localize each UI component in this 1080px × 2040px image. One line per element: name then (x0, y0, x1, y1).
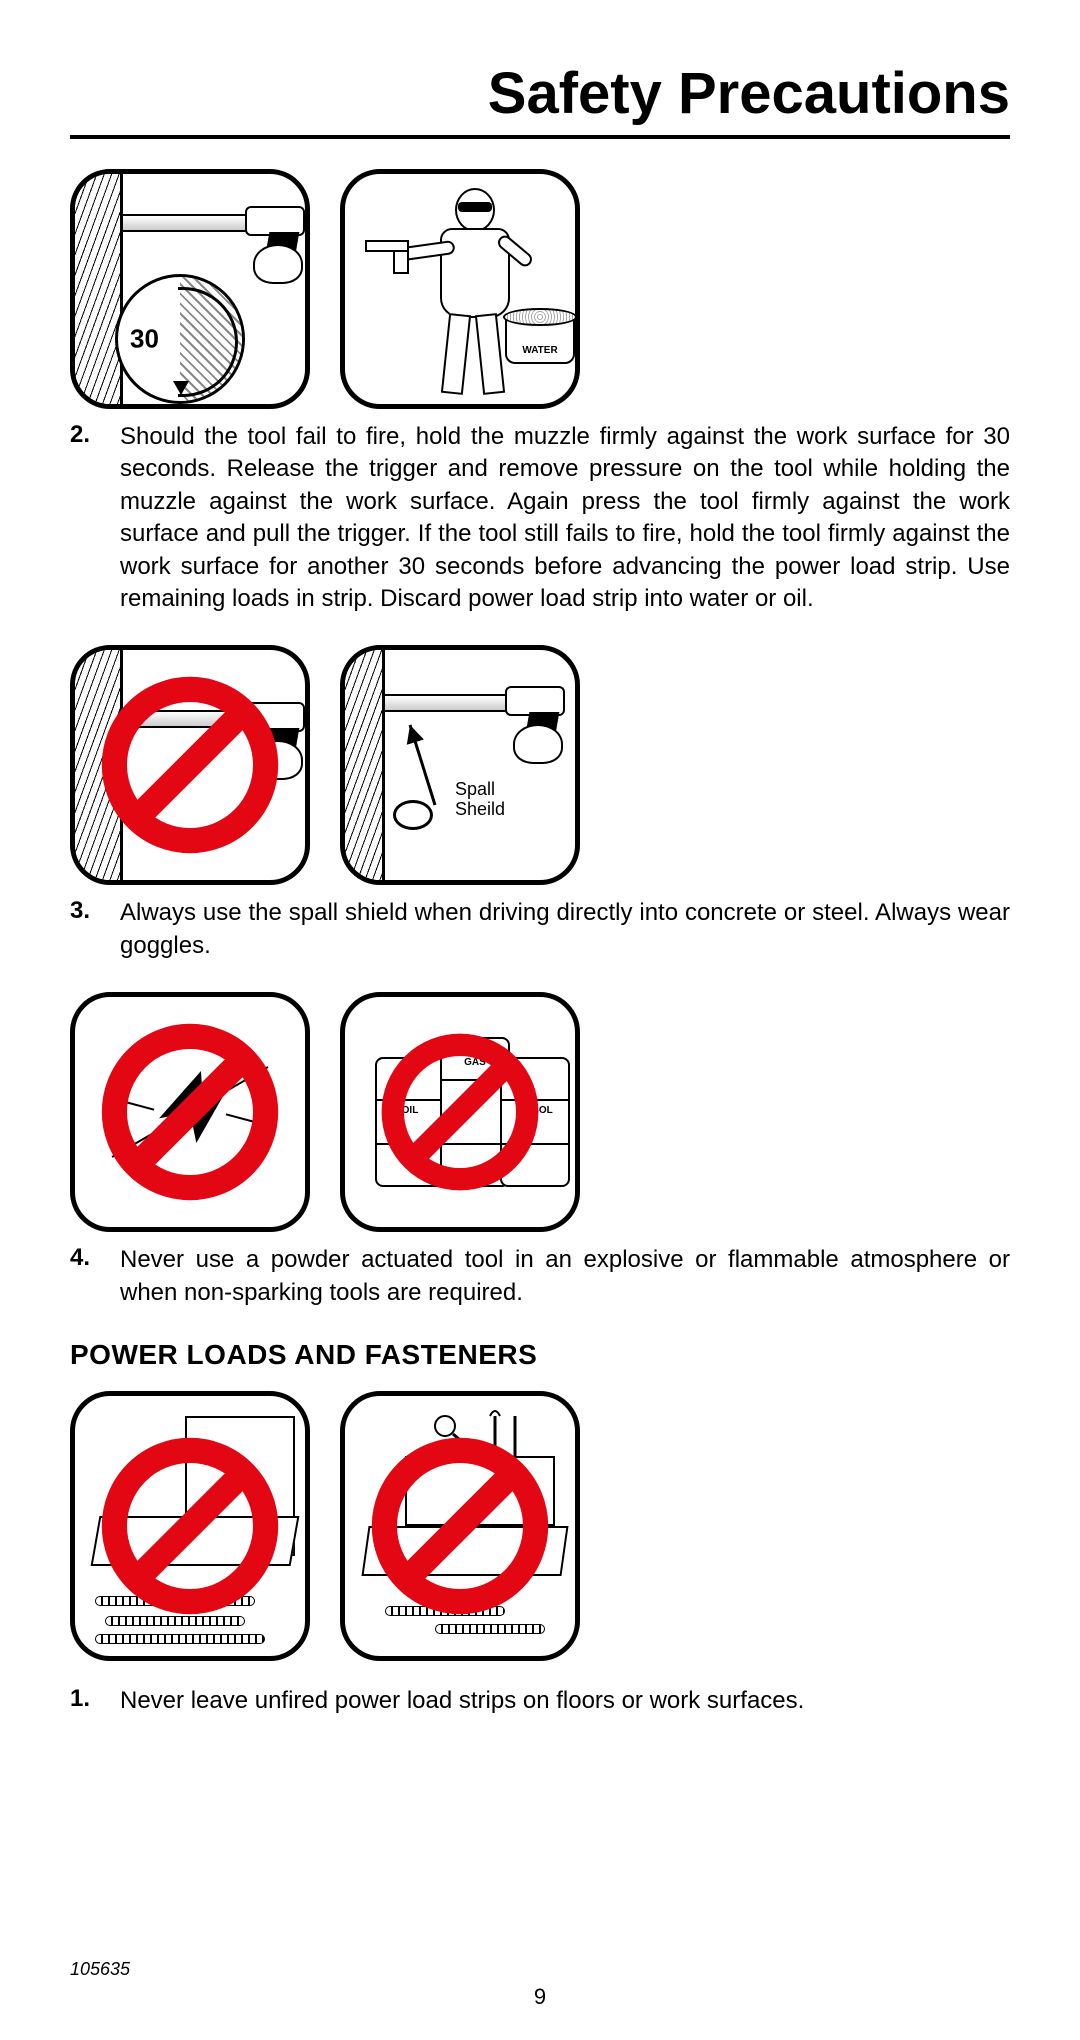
item-p1: 1. Never leave unfired power load strips… (70, 1685, 1010, 1717)
panel-spall-shield: Spall Sheild (340, 645, 580, 885)
item-2: 2. Should the tool fail to fire, hold th… (70, 421, 1010, 615)
doc-id: 105635 (70, 1959, 1010, 1980)
footer: 105635 9 (70, 1959, 1010, 2010)
illustration-row-3: OIL GAS GASOL (70, 992, 1010, 1232)
spark-icon (70, 992, 310, 1232)
section-heading: POWER LOADS AND FASTENERS (70, 1339, 1010, 1371)
item-p1-text: Never leave unfired power load strips on… (120, 1685, 804, 1717)
water-label: WATER (507, 345, 573, 356)
gasol-label: GASOL (502, 1105, 568, 1116)
thirty-label: 30 (130, 324, 159, 355)
spall-label: Spall Sheild (455, 780, 505, 820)
panel-floor (70, 1391, 310, 1661)
item-4-text: Never use a powder actuated tool in an e… (120, 1244, 1010, 1309)
item-2-text: Should the tool fail to fire, hold the m… (120, 421, 1010, 615)
item-4: 4. Never use a powder actuated tool in a… (70, 1244, 1010, 1309)
illustration-row-2: Spall Sheild (70, 645, 1010, 885)
gas-label: GAS (442, 1057, 508, 1068)
illustration-row-4 (70, 1391, 1010, 1661)
panel-water: WATER (340, 169, 580, 409)
panel-30sec: 30 (70, 169, 310, 409)
oil-label: OIL (377, 1105, 443, 1116)
panel-barrels: OIL GAS GASOL (340, 992, 580, 1232)
panel-no-shield (70, 645, 310, 885)
item-3-number: 3. (70, 897, 120, 962)
item-p1-number: 1. (70, 1685, 120, 1717)
item-4-number: 4. (70, 1244, 120, 1309)
panel-spark (70, 992, 310, 1232)
page-title: Safety Precautions (70, 60, 1010, 139)
item-3-text: Always use the spall shield when driving… (120, 897, 1010, 962)
page-number: 9 (70, 1984, 1010, 2010)
item-3: 3. Always use the spall shield when driv… (70, 897, 1010, 962)
item-2-number: 2. (70, 421, 120, 615)
panel-workbench (340, 1391, 580, 1661)
illustration-row-1: 30 WATER (70, 169, 1010, 409)
